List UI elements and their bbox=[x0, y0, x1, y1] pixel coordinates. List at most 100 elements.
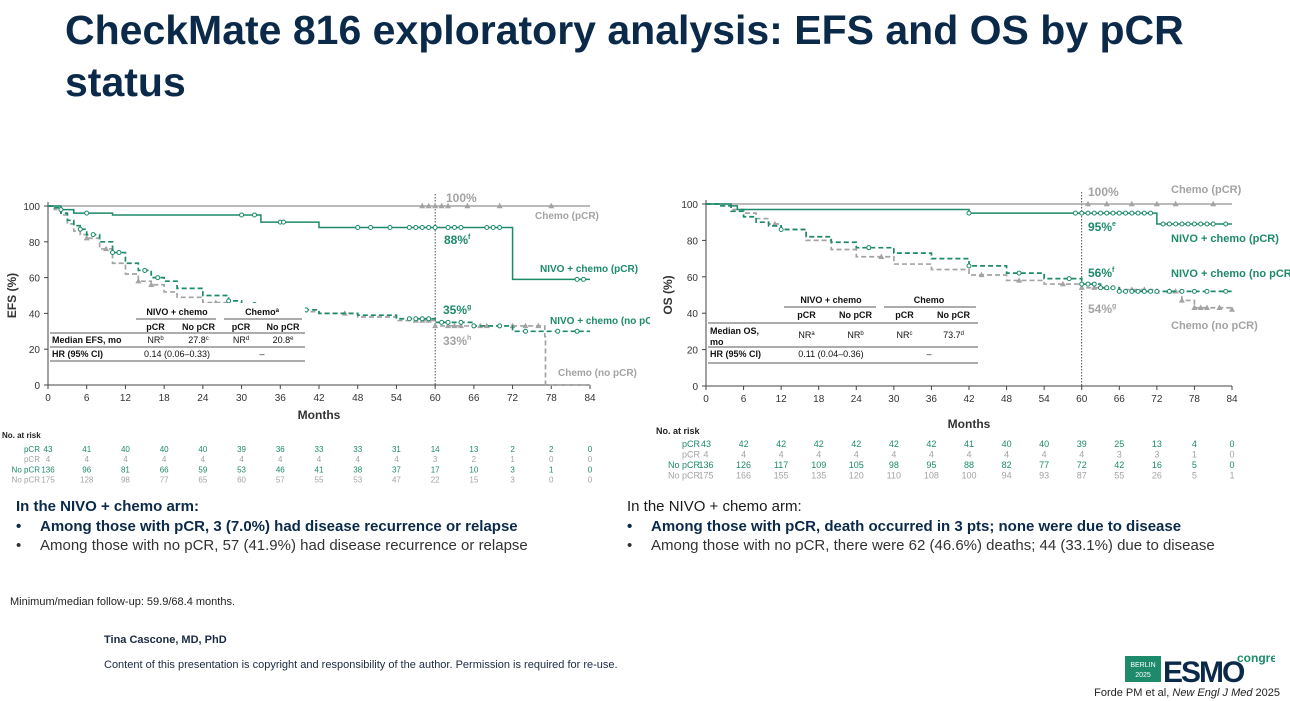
efs-x-tick-label: 12 bbox=[120, 393, 132, 404]
efs-chart: 0 6 12 18 24 30 36 42 48 54 60 66 72 78 84020406080100… bbox=[2, 191, 650, 485]
os-x-tick-label: 84 bbox=[1226, 394, 1238, 405]
efs-at-risk-title: No. at risk bbox=[2, 431, 41, 440]
os-at-risk-value: 4 bbox=[1004, 450, 1009, 460]
efs-at-risk-value: 41 bbox=[315, 465, 324, 474]
os-at-risk-value: 41 bbox=[964, 439, 974, 449]
os-series-3-censor bbox=[1178, 297, 1185, 303]
efs-series-0-censor bbox=[406, 224, 412, 230]
logo-badge bbox=[1125, 656, 1161, 682]
efs-at-risk-value: 40 bbox=[121, 445, 130, 454]
efs-at-risk-value: 38 bbox=[353, 465, 362, 474]
efs-at-risk-label: pCR bbox=[24, 445, 40, 454]
efs-table-group-chemo: Chemoa bbox=[245, 307, 280, 317]
efs-series-0-censor bbox=[239, 212, 245, 218]
os-at-risk-label: pCR bbox=[682, 450, 701, 460]
efs-series-label: NIVO + chemo (pCR) bbox=[540, 264, 638, 275]
os-series-2-censor bbox=[1098, 285, 1103, 291]
efs-at-risk-value: 2 bbox=[510, 445, 515, 454]
efs-series-0-censor bbox=[445, 224, 451, 230]
efs-series-0-censor bbox=[426, 224, 432, 230]
efs-series-0-censor bbox=[432, 224, 438, 230]
os-at-risk-value: 4 bbox=[891, 450, 896, 460]
efs-x-tick-label: 36 bbox=[275, 393, 287, 404]
efs-series-2-line bbox=[48, 205, 590, 333]
os-table-row-label: HR (95% CI) bbox=[710, 349, 761, 359]
logo-brand: ESMO bbox=[1163, 656, 1245, 684]
efs-series-2-censor bbox=[426, 316, 432, 322]
efs-series-0-censor bbox=[458, 224, 464, 230]
efs-series-label: NIVO + chemo (no pCR) bbox=[550, 316, 650, 327]
efs-series-2-censor bbox=[458, 319, 464, 325]
os-at-risk-value: 109 bbox=[811, 460, 826, 470]
os-at-risk-value: 42 bbox=[814, 439, 824, 449]
efs-series-3-censor bbox=[457, 322, 464, 329]
os-series-0-censor bbox=[1173, 221, 1179, 227]
efs-series-0-censor bbox=[490, 224, 496, 230]
efs-series-0-censor bbox=[581, 276, 587, 282]
os-series-label: NIVO + chemo (no pCR) bbox=[1171, 268, 1290, 280]
efs-y-tick-label: 60 bbox=[29, 274, 41, 285]
os-series-2-censor bbox=[1129, 288, 1135, 294]
os-at-risk-value: 5 bbox=[1192, 460, 1197, 470]
os-bullets-heading: In the NIVO + chemo arm: bbox=[627, 498, 802, 515]
os-bullet-2-text: Among those with no pCR, there were 62 (… bbox=[651, 537, 1215, 554]
efs-at-risk-value: 14 bbox=[431, 445, 440, 454]
os-y-tick-label: 60 bbox=[687, 273, 699, 284]
os-at-risk-value: 13 bbox=[1152, 439, 1162, 449]
efs-at-risk-value: 2 bbox=[472, 455, 477, 464]
os-series-0-censor bbox=[1179, 221, 1185, 227]
efs-table-bg bbox=[50, 303, 305, 367]
efs-series-1-censor bbox=[548, 202, 555, 209]
os-at-risk-value: 72 bbox=[1077, 460, 1087, 470]
efs-series-0-censor bbox=[84, 210, 90, 216]
os-at-risk-value: 110 bbox=[887, 471, 901, 481]
os-series-2-censor bbox=[966, 263, 972, 269]
efs-at-risk-value: 17 bbox=[431, 465, 440, 474]
os-at-risk-value: 4 bbox=[779, 450, 784, 460]
efs-at-risk-value: 1 bbox=[510, 455, 515, 464]
efs-series-3-censor bbox=[135, 277, 142, 284]
efs-at-risk-value: 128 bbox=[80, 476, 94, 485]
efs-at-risk-value: 15 bbox=[469, 476, 478, 485]
os-x-axis-label: Months bbox=[948, 417, 991, 431]
efs-series-0-censor bbox=[419, 224, 425, 230]
os-series-3-censor bbox=[1078, 284, 1085, 290]
os-series-0-censor bbox=[1085, 210, 1091, 216]
os-table-col-header: No pCR bbox=[937, 310, 970, 320]
efs-table-col-header: No pCR bbox=[267, 322, 300, 332]
efs-table-cell: 27.8c bbox=[188, 335, 209, 345]
efs-inset-table: NIVO + chemo Chemoa pCR No pCR pCR No pCR Medi… bbox=[50, 303, 305, 367]
efs-at-risk-value: 0 bbox=[588, 476, 593, 485]
efs-at-risk-value: 47 bbox=[392, 476, 401, 485]
efs-x-tick-label: 48 bbox=[352, 393, 364, 404]
os-series-3-censor bbox=[978, 271, 985, 278]
efs-at-risk-value: 77 bbox=[160, 476, 169, 485]
efs-at-risk-value: 22 bbox=[431, 476, 440, 485]
efs-series-2-censor bbox=[110, 250, 116, 256]
efs-series-2-censor bbox=[419, 316, 425, 322]
efs-table-cell: NRd bbox=[233, 335, 249, 345]
os-series-0-censor bbox=[1141, 210, 1147, 216]
os-at-risk-value: 166 bbox=[736, 471, 751, 481]
efs-y-tick-label: 100 bbox=[23, 202, 40, 213]
efs-at-risk-value: 33 bbox=[315, 445, 324, 454]
os-percent-annotation: 100% bbox=[1088, 185, 1119, 199]
efs-series-1-censor bbox=[419, 202, 426, 209]
os-series-0-censor bbox=[1123, 210, 1129, 216]
efs-series-2-censor bbox=[142, 267, 148, 273]
os-series-0-censor bbox=[1223, 221, 1229, 227]
efs-at-risk-value: 4 bbox=[394, 455, 399, 464]
os-series-0-censor bbox=[1204, 221, 1210, 227]
os-x-tick-label: 24 bbox=[851, 394, 863, 405]
efs-table-cell: 20.8e bbox=[273, 335, 295, 345]
os-series-2-censor bbox=[1223, 288, 1229, 294]
os-series-2-censor bbox=[1204, 288, 1210, 294]
os-x-tick-label: 66 bbox=[1114, 394, 1126, 405]
os-series-2-censor bbox=[1148, 288, 1154, 294]
efs-table-hr-chemo: – bbox=[259, 349, 264, 359]
os-series-label: Chemo (pCR) bbox=[1171, 184, 1242, 196]
os-percent-annotation: 56%f bbox=[1088, 266, 1115, 280]
efs-at-risk-value: 39 bbox=[237, 445, 246, 454]
os-series-0-censor bbox=[1129, 210, 1135, 216]
